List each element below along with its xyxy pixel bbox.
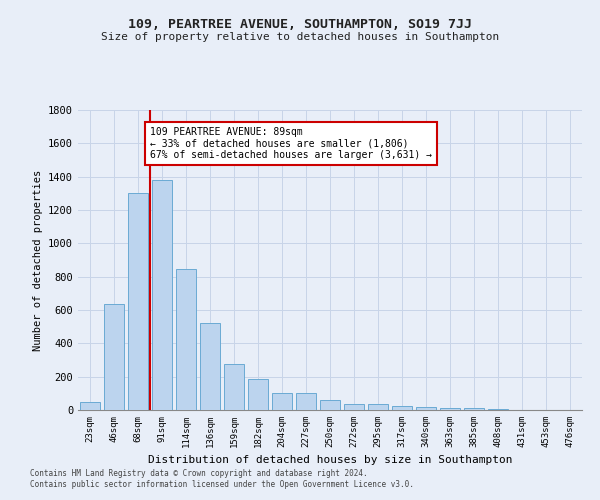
Text: 109, PEARTREE AVENUE, SOUTHAMPTON, SO19 7JJ: 109, PEARTREE AVENUE, SOUTHAMPTON, SO19 … [128, 18, 472, 30]
Bar [320, 400, 340, 410]
X-axis label: Distribution of detached houses by size in Southampton: Distribution of detached houses by size … [148, 456, 512, 466]
Bar [464, 408, 484, 410]
Bar [200, 322, 220, 410]
Text: Contains public sector information licensed under the Open Government Licence v3: Contains public sector information licen… [30, 480, 414, 489]
Text: Contains HM Land Registry data © Crown copyright and database right 2024.: Contains HM Land Registry data © Crown c… [30, 469, 368, 478]
Bar [80, 402, 100, 410]
Bar [488, 409, 508, 410]
Text: 109 PEARTREE AVENUE: 89sqm
← 33% of detached houses are smaller (1,806)
67% of s: 109 PEARTREE AVENUE: 89sqm ← 33% of deta… [150, 126, 432, 160]
Text: Size of property relative to detached houses in Southampton: Size of property relative to detached ho… [101, 32, 499, 42]
Bar [248, 379, 268, 410]
Bar [176, 269, 196, 410]
Bar [224, 364, 244, 410]
Bar [344, 404, 364, 410]
Bar [272, 394, 292, 410]
Bar [296, 394, 316, 410]
Bar [416, 406, 436, 410]
Bar [440, 408, 460, 410]
Y-axis label: Number of detached properties: Number of detached properties [32, 170, 43, 350]
Bar [152, 180, 172, 410]
Bar [368, 404, 388, 410]
Bar [128, 192, 148, 410]
Bar [392, 406, 412, 410]
Bar [104, 304, 124, 410]
